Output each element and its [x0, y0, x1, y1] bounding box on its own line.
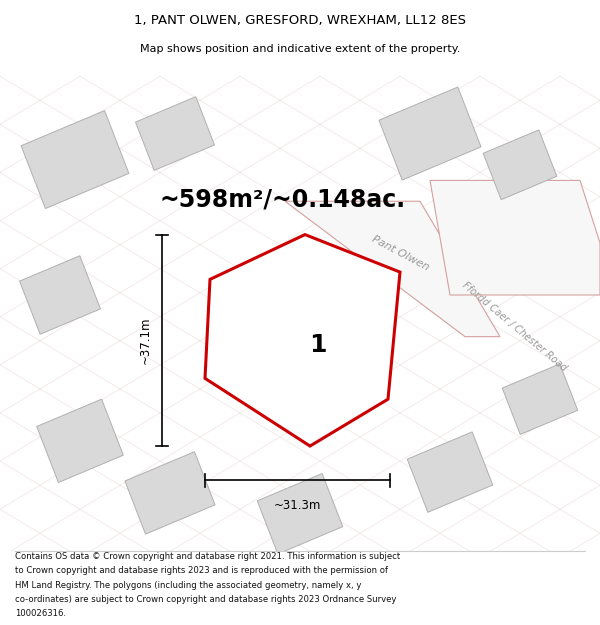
Polygon shape	[257, 474, 343, 554]
Text: 1, PANT OLWEN, GRESFORD, WREXHAM, LL12 8ES: 1, PANT OLWEN, GRESFORD, WREXHAM, LL12 8…	[134, 14, 466, 27]
Text: to Crown copyright and database rights 2023 and is reproduced with the permissio: to Crown copyright and database rights 2…	[15, 566, 388, 575]
Polygon shape	[21, 111, 129, 209]
Text: ~31.3m: ~31.3m	[274, 499, 321, 512]
Text: Map shows position and indicative extent of the property.: Map shows position and indicative extent…	[140, 44, 460, 54]
Text: Ffordd Caer / Chester Road: Ffordd Caer / Chester Road	[460, 280, 568, 372]
Polygon shape	[407, 432, 493, 512]
Text: Contains OS data © Crown copyright and database right 2021. This information is : Contains OS data © Crown copyright and d…	[15, 552, 400, 561]
Polygon shape	[430, 181, 600, 295]
Polygon shape	[125, 452, 215, 534]
Text: 1: 1	[309, 333, 327, 357]
Text: HM Land Registry. The polygons (including the associated geometry, namely x, y: HM Land Registry. The polygons (includin…	[15, 581, 361, 589]
Polygon shape	[20, 256, 100, 334]
Text: 100026316.: 100026316.	[15, 609, 66, 618]
Polygon shape	[37, 399, 124, 482]
Polygon shape	[136, 97, 214, 171]
Polygon shape	[502, 364, 578, 434]
Text: ~37.1m: ~37.1m	[139, 316, 152, 364]
Text: co-ordinates) are subject to Crown copyright and database rights 2023 Ordnance S: co-ordinates) are subject to Crown copyr…	[15, 595, 397, 604]
Text: ~598m²/~0.148ac.: ~598m²/~0.148ac.	[160, 187, 406, 211]
Polygon shape	[483, 130, 557, 199]
Polygon shape	[285, 201, 500, 337]
Polygon shape	[205, 234, 400, 446]
Polygon shape	[379, 87, 481, 180]
Text: Pant Olwen: Pant Olwen	[370, 234, 431, 272]
